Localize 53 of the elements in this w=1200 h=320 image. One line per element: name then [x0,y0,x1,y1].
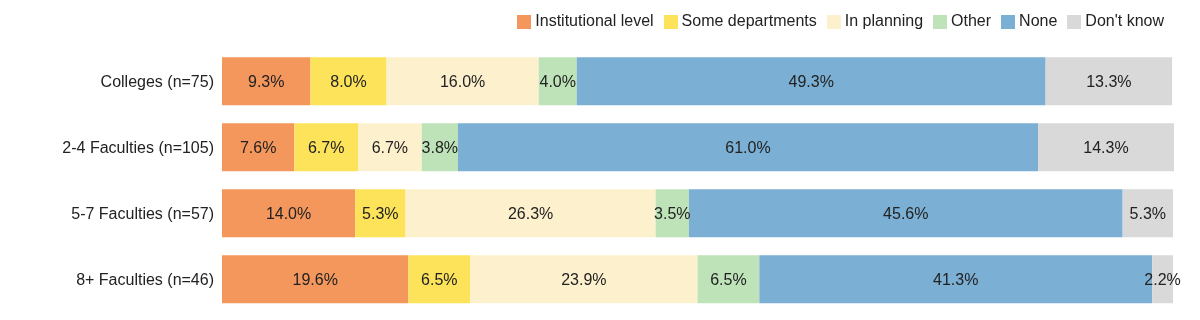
data-label: 3.5% [654,204,691,222]
y-tick-label: 8+ Faculties (n=46) [76,270,214,288]
y-tick-label: Colleges (n=75) [100,72,214,90]
data-label: 2.2% [1144,270,1181,288]
bar [457,123,1038,172]
bar [1122,189,1174,238]
data-label: 9.3% [247,72,285,90]
data-label: 6.7% [307,138,345,156]
bar [576,57,1046,106]
data-label: 8.0% [330,72,367,90]
data-label: 6.5% [710,270,747,288]
data-label: 4.0% [539,72,576,90]
legend-label: Some departments [681,12,817,29]
bar [294,123,358,172]
data-label: 26.3% [507,204,554,222]
bar [222,123,295,172]
data-label: 7.6% [239,138,277,156]
data-label: 49.3% [788,72,834,90]
legend-label: None [1019,12,1058,29]
legend-label: In planning [844,12,924,29]
bar [405,189,656,238]
data-label: 45.6% [883,204,929,222]
bar [355,189,406,238]
bar [358,123,422,172]
data-label: 61.0% [725,138,771,156]
y-tick-label: 2-4 Faculties (n=105) [62,138,214,156]
data-label: 19.6% [292,270,338,288]
bar [310,57,387,106]
legend-label: Other [951,12,992,29]
bar [386,57,539,106]
y-tick-label: 5-7 Faculties (n=57) [71,204,214,222]
data-label: 14.3% [1083,138,1129,156]
legend-label: Don't know [1085,12,1164,29]
bar [470,255,698,304]
data-label: 6.7% [371,138,409,156]
bar [408,255,471,304]
bar [1045,57,1173,106]
bar [222,255,409,304]
legend-label: Institutional level [535,12,654,29]
bar [688,189,1123,238]
data-label: 5.3% [1129,204,1167,222]
data-label: 13.3% [1086,72,1132,90]
data-label: 41.3% [933,270,979,288]
bar [222,57,311,106]
data-label: 5.3% [362,204,399,222]
bar [222,189,356,238]
data-label: 3.8% [421,138,459,156]
data-label: 14.0% [265,204,312,222]
bar [1038,123,1174,172]
data-label: 23.9% [561,270,607,288]
data-label: 16.0% [439,72,486,90]
data-label: 6.5% [421,270,458,288]
bar [697,255,760,304]
